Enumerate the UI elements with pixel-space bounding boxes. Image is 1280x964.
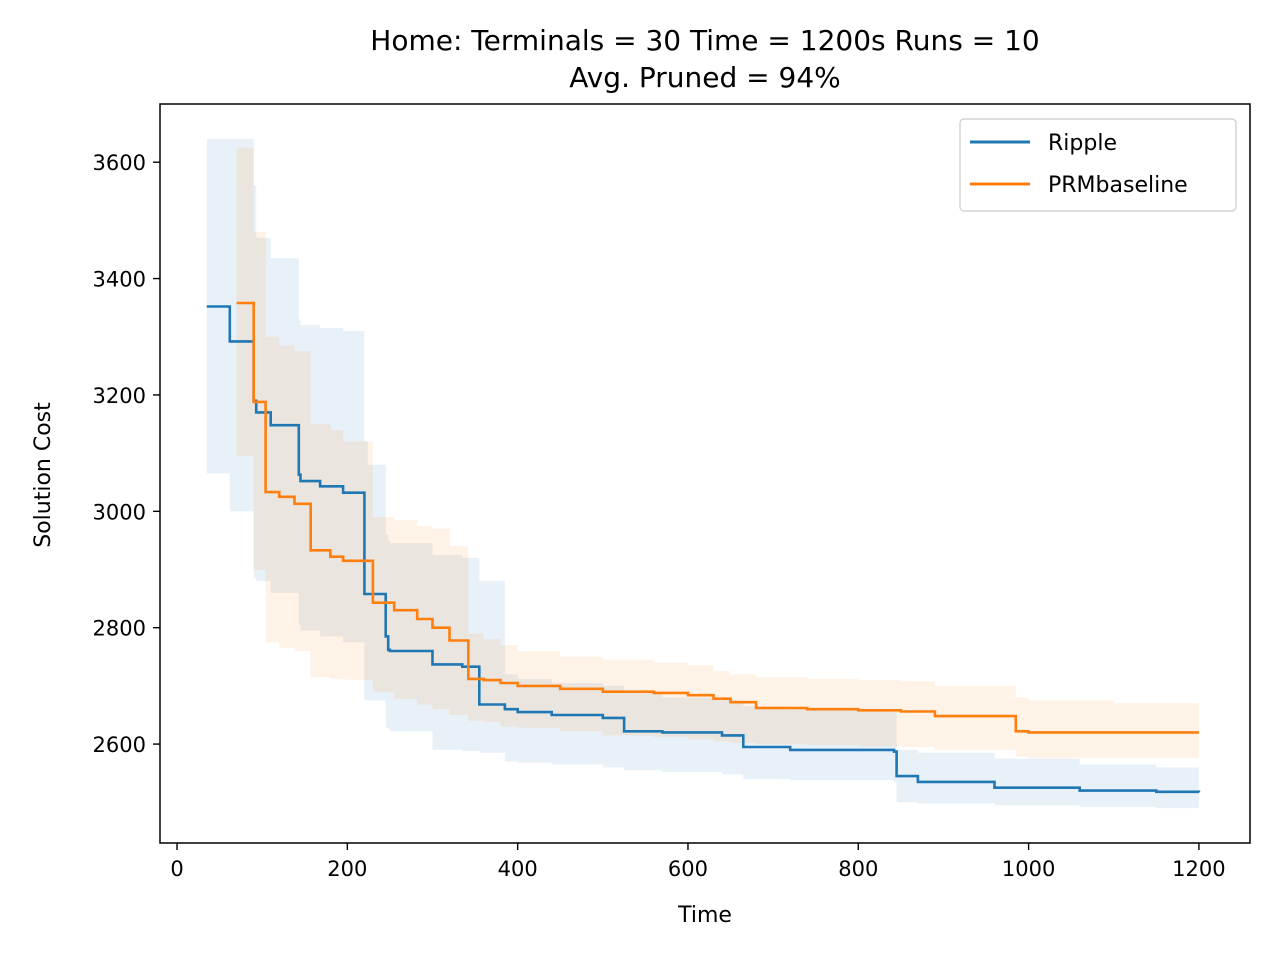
line-ripple [206, 305, 1201, 794]
x-tick-label: 800 [838, 857, 878, 881]
line-prmbaseline [236, 301, 1199, 734]
band-prmbaseline [236, 147, 1199, 759]
x-axis-label: Time [677, 903, 732, 928]
y-tick-label: 2600 [93, 733, 146, 757]
legend-label-prmbaseline: PRMbaseline [1048, 173, 1188, 198]
x-tick-label: 200 [327, 857, 367, 881]
chart-subtitle: Avg. Pruned = 94% [569, 61, 841, 94]
x-tick-label: 400 [498, 857, 538, 881]
y-tick-label: 3200 [93, 384, 146, 408]
chart-title: Home: Terminals = 30 Time = 1200s Runs =… [370, 24, 1039, 57]
x-tick-label: 600 [668, 857, 708, 881]
x-tick-label: 0 [170, 857, 183, 881]
legend: Ripple PRMbaseline [959, 118, 1237, 212]
confidence-bands [206, 138, 1199, 810]
y-axis-ticks: 2600 2800 3000 3200 3400 3600 [93, 151, 160, 757]
series-lines [206, 301, 1201, 794]
x-axis-ticks: 0 200 400 600 800 1000 1200 [170, 843, 1226, 881]
x-tick-label: 1000 [1002, 857, 1055, 881]
axes-frame [159, 103, 1251, 844]
y-tick-label: 2800 [93, 617, 146, 641]
x-tick-label: 1200 [1172, 857, 1225, 881]
y-tick-label: 3400 [93, 268, 146, 292]
y-tick-label: 3600 [93, 151, 146, 175]
y-axis-label: Solution Cost [31, 402, 56, 548]
y-tick-label: 3000 [93, 500, 146, 524]
legend-label-ripple: Ripple [1048, 131, 1117, 156]
